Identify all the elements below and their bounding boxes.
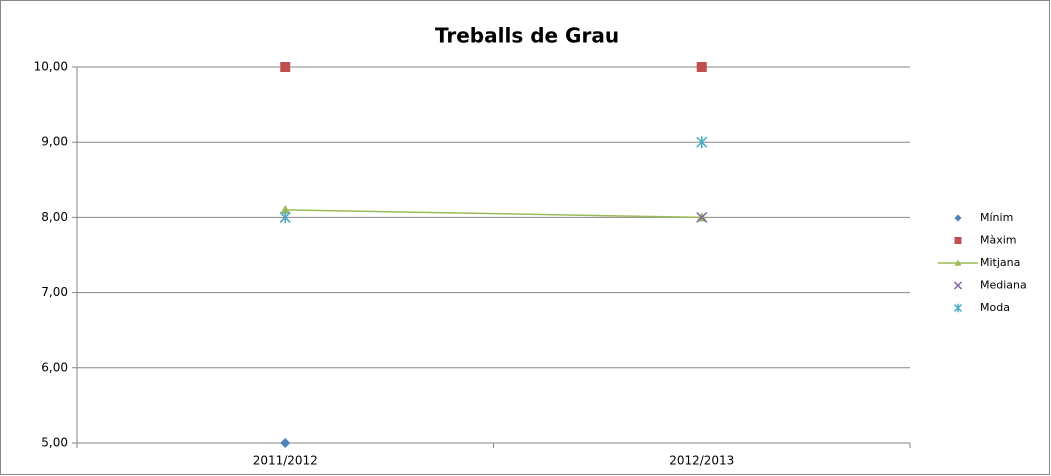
marker	[696, 62, 707, 72]
x-tick-label: 2012/2013	[669, 454, 734, 468]
marker	[696, 211, 708, 223]
y-tick-label: 10,00	[34, 60, 68, 74]
marker	[280, 204, 291, 214]
marker	[954, 237, 962, 244]
legend-label: Mitjana	[980, 256, 1020, 269]
marker	[696, 136, 708, 149]
y-tick-label: 8,00	[41, 210, 68, 224]
marker	[954, 259, 962, 266]
y-tick-label: 9,00	[41, 135, 68, 149]
legend-label: Màxim	[980, 234, 1017, 247]
marker	[279, 211, 291, 224]
marker	[954, 214, 962, 222]
x-tick-label: 2011/2012	[253, 454, 318, 468]
marker	[280, 62, 291, 72]
y-tick-label: 6,00	[41, 360, 68, 374]
legend-label: Moda	[980, 301, 1010, 314]
y-tick-label: 5,00	[41, 436, 68, 450]
marker	[280, 438, 291, 448]
series-line	[285, 209, 702, 219]
legend-label: Mediana	[980, 279, 1027, 292]
y-tick-label: 7,00	[41, 285, 68, 299]
legend-label: Mínim	[980, 211, 1013, 224]
chart-title: Treballs de Grau	[435, 24, 619, 48]
marker	[953, 281, 963, 290]
marker	[953, 303, 963, 313]
